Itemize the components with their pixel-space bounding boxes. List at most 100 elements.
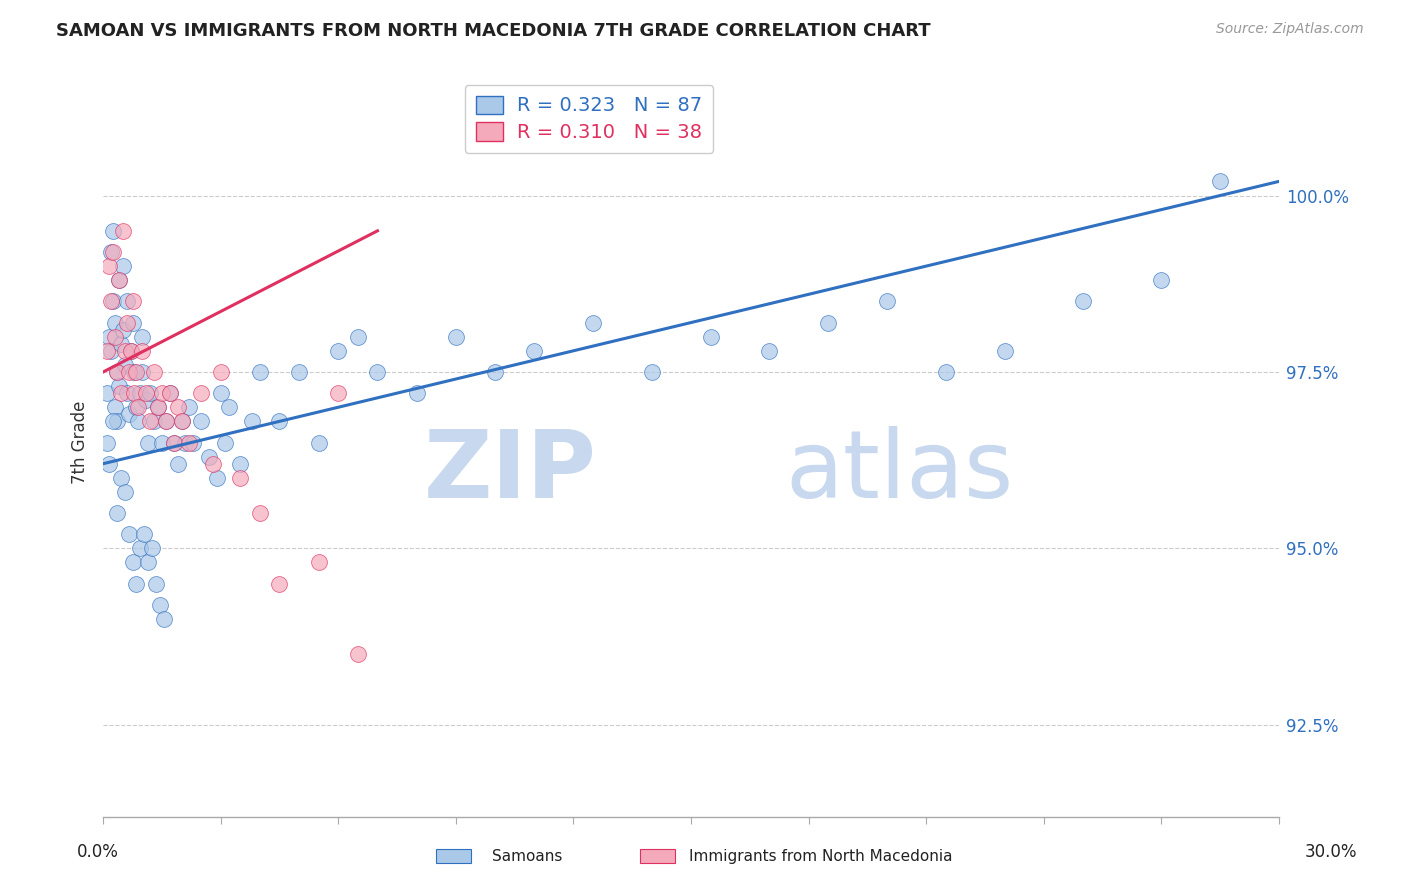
Point <box>131 343 153 358</box>
Point <box>110 386 132 401</box>
Point <box>1150 273 1173 287</box>
Point <box>114 358 136 372</box>
Point <box>817 316 839 330</box>
Text: ZIP: ZIP <box>425 426 598 518</box>
Point <box>758 343 780 358</box>
Point <box>347 329 370 343</box>
Text: SAMOAN VS IMMIGRANTS FROM NORTH MACEDONIA 7TH GRADE CORRELATION CHART: SAMOAN VS IMMIGRANTS FROM NORTH MACEDONI… <box>56 22 931 40</box>
Point <box>105 365 128 379</box>
Point <box>229 457 252 471</box>
Point <box>179 435 201 450</box>
Point <box>134 527 156 541</box>
Point <box>121 316 143 330</box>
Text: atlas: atlas <box>785 426 1014 518</box>
Point <box>100 343 122 358</box>
Point <box>444 329 467 343</box>
Point <box>523 343 546 358</box>
Point <box>155 414 177 428</box>
Point <box>121 294 143 309</box>
Point <box>229 471 252 485</box>
Point <box>100 245 122 260</box>
Point <box>127 401 149 415</box>
Point <box>125 576 148 591</box>
Point <box>145 576 167 591</box>
Point <box>104 316 127 330</box>
Point <box>170 414 193 428</box>
Point <box>143 365 166 379</box>
Point <box>143 414 166 428</box>
Point <box>935 365 957 379</box>
Point <box>131 365 153 379</box>
Point <box>111 224 134 238</box>
Point <box>139 414 162 428</box>
Point <box>308 435 330 450</box>
Legend: R = 0.323   N = 87, R = 0.310   N = 38: R = 0.323 N = 87, R = 0.310 N = 38 <box>465 85 713 153</box>
Point <box>328 343 350 358</box>
Point <box>136 556 159 570</box>
Point <box>347 647 370 661</box>
Point <box>484 365 506 379</box>
Point <box>104 329 127 343</box>
Point <box>120 343 142 358</box>
Point <box>179 401 201 415</box>
Point <box>209 365 232 379</box>
Point <box>993 343 1015 358</box>
Point <box>190 414 212 428</box>
Point <box>201 457 224 471</box>
Point <box>170 414 193 428</box>
Point <box>139 386 162 401</box>
Point <box>96 343 118 358</box>
Point <box>129 386 152 401</box>
Point <box>146 401 169 415</box>
Point <box>129 541 152 556</box>
Point <box>1071 294 1094 309</box>
Point <box>328 386 350 401</box>
Point <box>105 365 128 379</box>
Point <box>114 343 136 358</box>
Point <box>101 294 124 309</box>
Point <box>104 401 127 415</box>
Text: Source: ZipAtlas.com: Source: ZipAtlas.com <box>1216 22 1364 37</box>
Point <box>96 435 118 450</box>
Point <box>115 294 138 309</box>
Point <box>218 401 240 415</box>
Point <box>131 329 153 343</box>
Point <box>105 506 128 520</box>
Point <box>163 435 186 450</box>
Point <box>111 323 134 337</box>
Point <box>405 386 427 401</box>
Point <box>141 541 163 556</box>
Point <box>288 365 311 379</box>
Point <box>366 365 388 379</box>
Point <box>163 435 186 450</box>
Point <box>135 386 157 401</box>
Point <box>146 401 169 415</box>
Point <box>98 329 121 343</box>
Point <box>155 414 177 428</box>
Point <box>124 386 146 401</box>
Point <box>149 598 172 612</box>
Point <box>699 329 721 343</box>
Point <box>136 435 159 450</box>
Text: 30.0%: 30.0% <box>1305 843 1357 861</box>
Text: Samoans: Samoans <box>492 849 562 863</box>
Point <box>107 273 129 287</box>
Point <box>117 527 139 541</box>
Point <box>100 294 122 309</box>
Point <box>166 401 188 415</box>
Point <box>107 379 129 393</box>
Point <box>198 450 221 464</box>
Point <box>96 386 118 401</box>
Point <box>98 259 121 273</box>
Point <box>124 365 146 379</box>
Text: Immigrants from North Macedonia: Immigrants from North Macedonia <box>689 849 952 863</box>
Point <box>114 484 136 499</box>
Point <box>249 506 271 520</box>
Point <box>166 457 188 471</box>
Point <box>120 343 142 358</box>
Point <box>641 365 664 379</box>
Point <box>249 365 271 379</box>
Point <box>107 273 129 287</box>
Point <box>159 386 181 401</box>
Point <box>115 316 138 330</box>
